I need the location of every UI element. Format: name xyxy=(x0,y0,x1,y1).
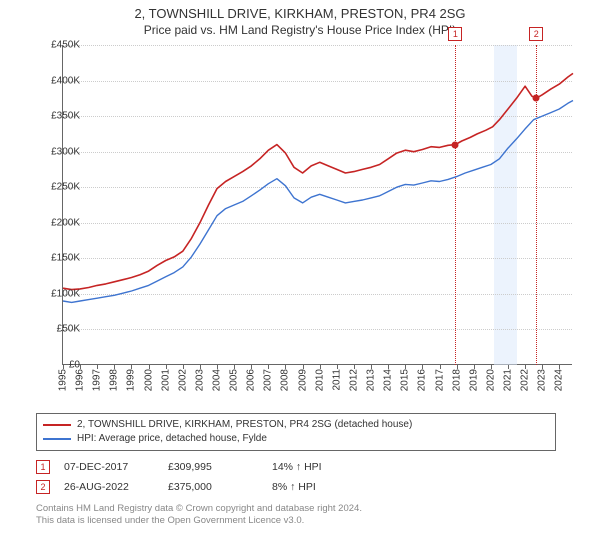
x-axis-label: 2015 xyxy=(400,369,411,391)
license-line-1: Contains HM Land Registry data © Crown c… xyxy=(36,503,594,515)
x-axis-label: 2003 xyxy=(194,369,205,391)
x-axis-label: 1995 xyxy=(58,369,69,391)
series-svg xyxy=(63,45,573,365)
x-axis-label: 2008 xyxy=(280,369,291,391)
legend: 2, TOWNSHILL DRIVE, KIRKHAM, PRESTON, PR… xyxy=(36,413,556,451)
x-axis-label: 2024 xyxy=(554,369,565,391)
x-axis-label: 2000 xyxy=(143,369,154,391)
annotation-price: £309,995 xyxy=(168,461,258,473)
x-axis-label: 2023 xyxy=(537,369,548,391)
x-axis-label: 2022 xyxy=(520,369,531,391)
x-axis-label: 2012 xyxy=(348,369,359,391)
x-axis-label: 2014 xyxy=(383,369,394,391)
x-axis-label: 2001 xyxy=(160,369,171,391)
chart-area: 1995 1996 1997 1998 1999 2000 2001 2002 2003 2004… xyxy=(36,45,596,405)
annotation-number-box: 1 xyxy=(36,460,50,474)
y-axis-label: £450K xyxy=(40,40,80,51)
x-axis-label: 2021 xyxy=(502,369,513,391)
y-axis-label: £0 xyxy=(40,360,80,371)
y-axis-label: £300K xyxy=(40,146,80,157)
x-axis-label: 2010 xyxy=(314,369,325,391)
annotation-row: 2 26-AUG-2022 £375,000 8% ↑ HPI xyxy=(36,477,556,497)
x-axis-label: 1999 xyxy=(126,369,137,391)
annotation-price: £375,000 xyxy=(168,481,258,493)
y-axis-label: £150K xyxy=(40,253,80,264)
x-axis-label: 2002 xyxy=(177,369,188,391)
annotation-row: 1 07-DEC-2017 £309,995 14% ↑ HPI xyxy=(36,457,556,477)
x-axis-label: 2004 xyxy=(212,369,223,391)
x-axis-label: 1997 xyxy=(92,369,103,391)
annotation-delta: 14% ↑ HPI xyxy=(272,461,362,473)
x-axis-label: 2013 xyxy=(366,369,377,391)
legend-swatch xyxy=(43,438,71,440)
y-axis-label: £400K xyxy=(40,75,80,86)
sale-marker-dot xyxy=(452,141,459,148)
series-line-red xyxy=(63,73,573,289)
title-line-1: 2, TOWNSHILL DRIVE, KIRKHAM, PRESTON, PR… xyxy=(0,6,600,21)
sale-marker-dot xyxy=(533,95,540,102)
legend-row: HPI: Average price, detached house, Fyld… xyxy=(43,432,549,446)
x-axis-label: 2007 xyxy=(263,369,274,391)
annotation-table: 1 07-DEC-2017 £309,995 14% ↑ HPI 2 26-AUG-202… xyxy=(36,457,556,497)
plot: 1995199619971998199920002001200220032004… xyxy=(62,45,572,365)
legend-row: 2, TOWNSHILL DRIVE, KIRKHAM, PRESTON, PR… xyxy=(43,418,549,432)
y-axis-label: £200K xyxy=(40,217,80,228)
annotation-date: 26-AUG-2022 xyxy=(64,481,154,493)
x-axis-label: 2011 xyxy=(331,369,342,391)
x-axis-label: 2017 xyxy=(434,369,445,391)
x-axis-label: 2009 xyxy=(297,369,308,391)
x-axis-label: 2018 xyxy=(451,369,462,391)
legend-label: HPI: Average price, detached house, Fyld… xyxy=(77,432,267,446)
y-axis-label: £100K xyxy=(40,288,80,299)
annotation-delta: 8% ↑ HPI xyxy=(272,481,362,493)
x-axis-label: 2006 xyxy=(246,369,257,391)
chart-container: 2, TOWNSHILL DRIVE, KIRKHAM, PRESTON, PR… xyxy=(0,0,600,527)
y-axis-label: £50K xyxy=(40,324,80,335)
license-line-2: This data is licensed under the Open Gov… xyxy=(36,515,594,527)
titles: 2, TOWNSHILL DRIVE, KIRKHAM, PRESTON, PR… xyxy=(0,0,600,37)
legend-swatch xyxy=(43,424,71,426)
annotation-number-box: 2 xyxy=(36,480,50,494)
event-marker-box: 1 xyxy=(448,27,462,41)
series-line-blue xyxy=(63,101,573,303)
annotation-date: 07-DEC-2017 xyxy=(64,461,154,473)
event-marker-box: 2 xyxy=(529,27,543,41)
title-line-2: Price paid vs. HM Land Registry's House … xyxy=(0,23,600,37)
x-axis-label: 2005 xyxy=(229,369,240,391)
x-axis-label: 2016 xyxy=(417,369,428,391)
x-axis-label: 2019 xyxy=(468,369,479,391)
license-text: Contains HM Land Registry data © Crown c… xyxy=(36,503,594,527)
y-axis-label: £350K xyxy=(40,111,80,122)
x-axis-label: 1996 xyxy=(75,369,86,391)
x-axis-label: 2020 xyxy=(485,369,496,391)
x-axis-label: 1998 xyxy=(109,369,120,391)
legend-label: 2, TOWNSHILL DRIVE, KIRKHAM, PRESTON, PR… xyxy=(77,418,412,432)
y-axis-label: £250K xyxy=(40,182,80,193)
